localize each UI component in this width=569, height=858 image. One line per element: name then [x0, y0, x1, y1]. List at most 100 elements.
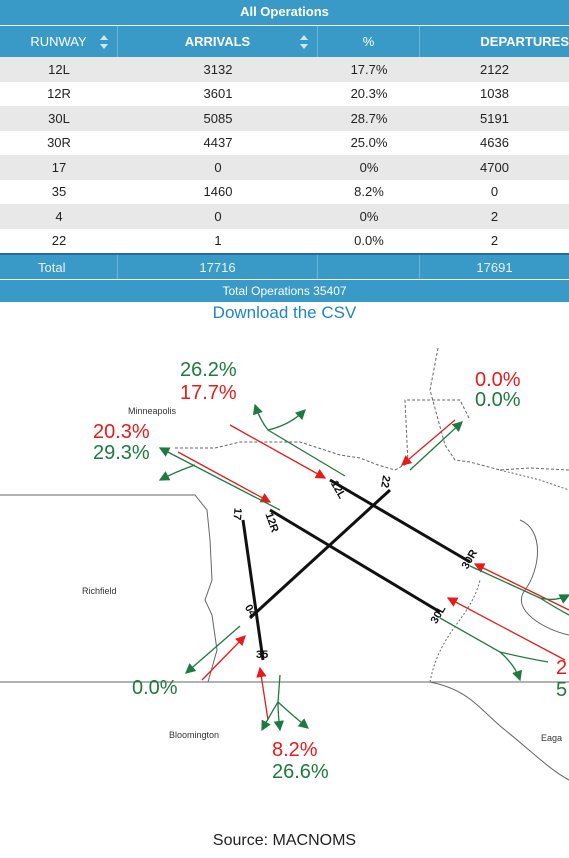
- pct-se-green: 5: [556, 679, 568, 701]
- departure-arrows: [158, 403, 569, 732]
- arrival-arrow-22: [401, 419, 456, 466]
- percent-cell: 0.0%: [354, 233, 384, 249]
- arrival-arrows: [177, 419, 569, 721]
- city-label-richfield: Richfield: [82, 586, 117, 596]
- runway-12r-30l: [269, 508, 441, 614]
- arrivals-cell: 3601: [203, 86, 233, 102]
- arrival-arrow-35: [256, 666, 269, 721]
- percent-cell: 28.7%: [350, 110, 388, 126]
- source-note: Source: MACNOMS: [212, 832, 357, 849]
- city-label-eagan: Eaga: [541, 733, 563, 743]
- arrival-arrow-30r: [473, 563, 569, 611]
- table-row: 17 0 0% 4700: [0, 155, 569, 180]
- runway-label-35: 35: [256, 649, 268, 661]
- pct-sw-green: 0.0%: [132, 677, 178, 699]
- pct-ne-green: 0.0%: [475, 389, 521, 411]
- percent-cell: 20.3%: [350, 86, 388, 102]
- runway-cell: 12R: [47, 86, 71, 102]
- total-arrivals: 17716: [118, 255, 318, 279]
- arrivals-cell: 1: [214, 233, 222, 249]
- total-operations: Total Operations 35407: [0, 279, 569, 302]
- departure-arrow-12l-a: [252, 403, 346, 477]
- departures-cell: 4636: [480, 135, 509, 151]
- arrivals-header-label: ARRIVALS: [184, 34, 251, 49]
- arrival-arrow-30l: [446, 597, 566, 661]
- departures-cell: 2: [490, 208, 499, 224]
- operations-table: All Operations RUNWAY ARRIVALS % DEPARTU…: [0, 0, 569, 302]
- table-row: 30L 5085 28.7% 5191: [0, 106, 569, 131]
- percent-cell: 8.2%: [354, 184, 384, 200]
- runway-label-30r: 30R: [460, 548, 481, 572]
- pct-s-green: 26.6%: [272, 761, 329, 783]
- city-boundaries: [0, 347, 569, 781]
- download-csv-link[interactable]: Download the CSV: [212, 303, 357, 322]
- departure-arrow-30r: [469, 565, 569, 604]
- departure-arrow-30l: [439, 617, 523, 682]
- arrivals-column-header[interactable]: ARRIVALS: [118, 26, 318, 57]
- arrival-arrow-12r: [177, 451, 272, 503]
- departures-cell: 5191: [480, 110, 509, 126]
- percent-cell: 25.0%: [350, 135, 388, 151]
- total-departures: 17691: [476, 259, 513, 275]
- percent-cell: 0%: [359, 159, 379, 175]
- total-label: Total: [0, 255, 118, 279]
- arrival-arrow-12l: [229, 424, 327, 479]
- departures-cell: 1038: [480, 86, 509, 102]
- sort-icon[interactable]: [299, 34, 309, 50]
- arrival-arrow-04: [201, 635, 246, 681]
- table-row: 4 0 0% 2: [0, 204, 569, 229]
- runways: [241, 478, 471, 661]
- pct-nw-top-green: 26.2%: [180, 359, 237, 381]
- runway-label-17: 17: [230, 507, 243, 520]
- pct-se-red: 2: [556, 657, 568, 679]
- departures-cell: 4700: [480, 159, 509, 175]
- arrivals-cell: 4437: [203, 135, 233, 151]
- table-header-row: RUNWAY ARRIVALS % DEPARTURES: [0, 26, 569, 57]
- city-label-minneapolis: Minneapolis: [128, 406, 177, 416]
- table-row: 30R 4437 25.0% 4636: [0, 131, 569, 156]
- pct-nw-top-red: 17.7%: [180, 382, 237, 404]
- departure-arrow-17-b: [273, 701, 284, 732]
- arrivals-cell: 3132: [203, 61, 233, 77]
- departure-arrow-22: [409, 421, 463, 471]
- runway-column-header[interactable]: RUNWAY: [0, 26, 118, 57]
- departure-arrow-30r-b: [539, 597, 569, 616]
- arrivals-cell: 0: [214, 208, 222, 224]
- percent-column-header[interactable]: %: [318, 26, 420, 57]
- departures-cell: 0: [490, 184, 499, 200]
- arrivals-cell: 5085: [203, 110, 233, 126]
- departure-arrow-12r: [158, 447, 281, 511]
- pct-s-red: 8.2%: [272, 739, 318, 761]
- departures-cell: 2122: [480, 61, 509, 77]
- percent-header-label: %: [362, 34, 375, 49]
- runway-cell: 4: [55, 208, 63, 224]
- runway-map: 12L 12R 30R 30L 17 35 04 22: [0, 330, 569, 820]
- runway-cell: 30R: [47, 135, 71, 151]
- total-percent: [318, 255, 420, 279]
- runway-labels: 12L 12R 30R 30L 17 35 04 22: [230, 475, 480, 661]
- departures-header-label: DEPARTURES: [480, 34, 569, 49]
- runway-cell: 30L: [48, 110, 70, 126]
- table-row: 35 1460 8.2% 0: [0, 180, 569, 205]
- table-row: 12R 3601 20.3% 1038: [0, 82, 569, 107]
- departure-arrow-12r-b: [158, 464, 196, 481]
- runway-cell: 12L: [48, 61, 70, 77]
- arrivals-cell: 0: [214, 159, 222, 175]
- runway-12l-30r: [329, 478, 471, 564]
- runway-cell: 22: [51, 233, 67, 249]
- departures-column-header[interactable]: DEPARTURES: [420, 26, 569, 57]
- runway-cell: 35: [51, 184, 67, 200]
- runway-17-35: [241, 519, 265, 661]
- map-canvas: 12L 12R 30R 30L 17 35 04 22: [0, 347, 569, 781]
- table-group-title: All Operations: [0, 0, 569, 26]
- pct-nw-left-green: 29.3%: [93, 442, 150, 464]
- sort-icon[interactable]: [99, 34, 109, 50]
- percent-cell: 0%: [359, 208, 379, 224]
- pct-ne-red: 0.0%: [475, 369, 521, 391]
- departures-cell: 2: [490, 233, 499, 249]
- table-body: 12L 3132 17.7% 2122 12R 3601 20.3% 1038 30L 5085 2…: [0, 57, 569, 253]
- runway-cell: 17: [51, 159, 67, 175]
- departure-arrow-04: [185, 625, 241, 674]
- table-row: 12L 3132 17.7% 2122: [0, 57, 569, 82]
- city-label-bloomington: Bloomington: [169, 730, 220, 740]
